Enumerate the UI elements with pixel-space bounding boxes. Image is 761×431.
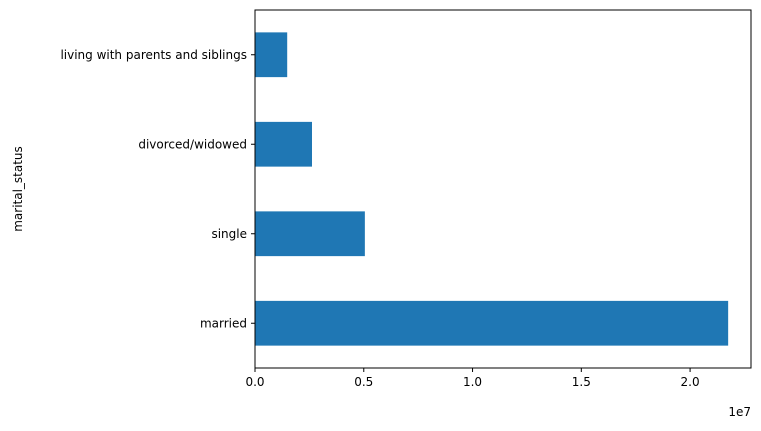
x-tick-label: 1.0 xyxy=(463,375,482,389)
y-tick-label: married xyxy=(200,316,247,330)
x-tick-label: 1.5 xyxy=(572,375,591,389)
y-axis-title: marital_status xyxy=(11,146,25,232)
x-axis-offset-label: 1e7 xyxy=(728,405,751,419)
x-tick-label: 2.0 xyxy=(681,375,700,389)
bars-group xyxy=(255,32,729,346)
y-axis-ticks: married single divorced/widowed living with… xyxy=(60,48,255,330)
bar-living-with-parents-and-siblings xyxy=(255,32,288,78)
y-tick-label: single xyxy=(211,227,247,241)
x-axis-ticks: 0.0 0.5 1.0 1.5 2.0 xyxy=(245,368,700,389)
x-tick-label: 0.0 xyxy=(245,375,264,389)
y-tick-label: living with parents and siblings xyxy=(60,48,247,62)
plot-area-frame xyxy=(254,9,752,369)
bar-divorced-widowed xyxy=(255,121,312,167)
x-tick-label: 0.5 xyxy=(354,375,373,389)
bar-married xyxy=(255,300,729,346)
bar-single xyxy=(255,211,365,257)
y-tick-label: divorced/widowed xyxy=(138,137,247,151)
